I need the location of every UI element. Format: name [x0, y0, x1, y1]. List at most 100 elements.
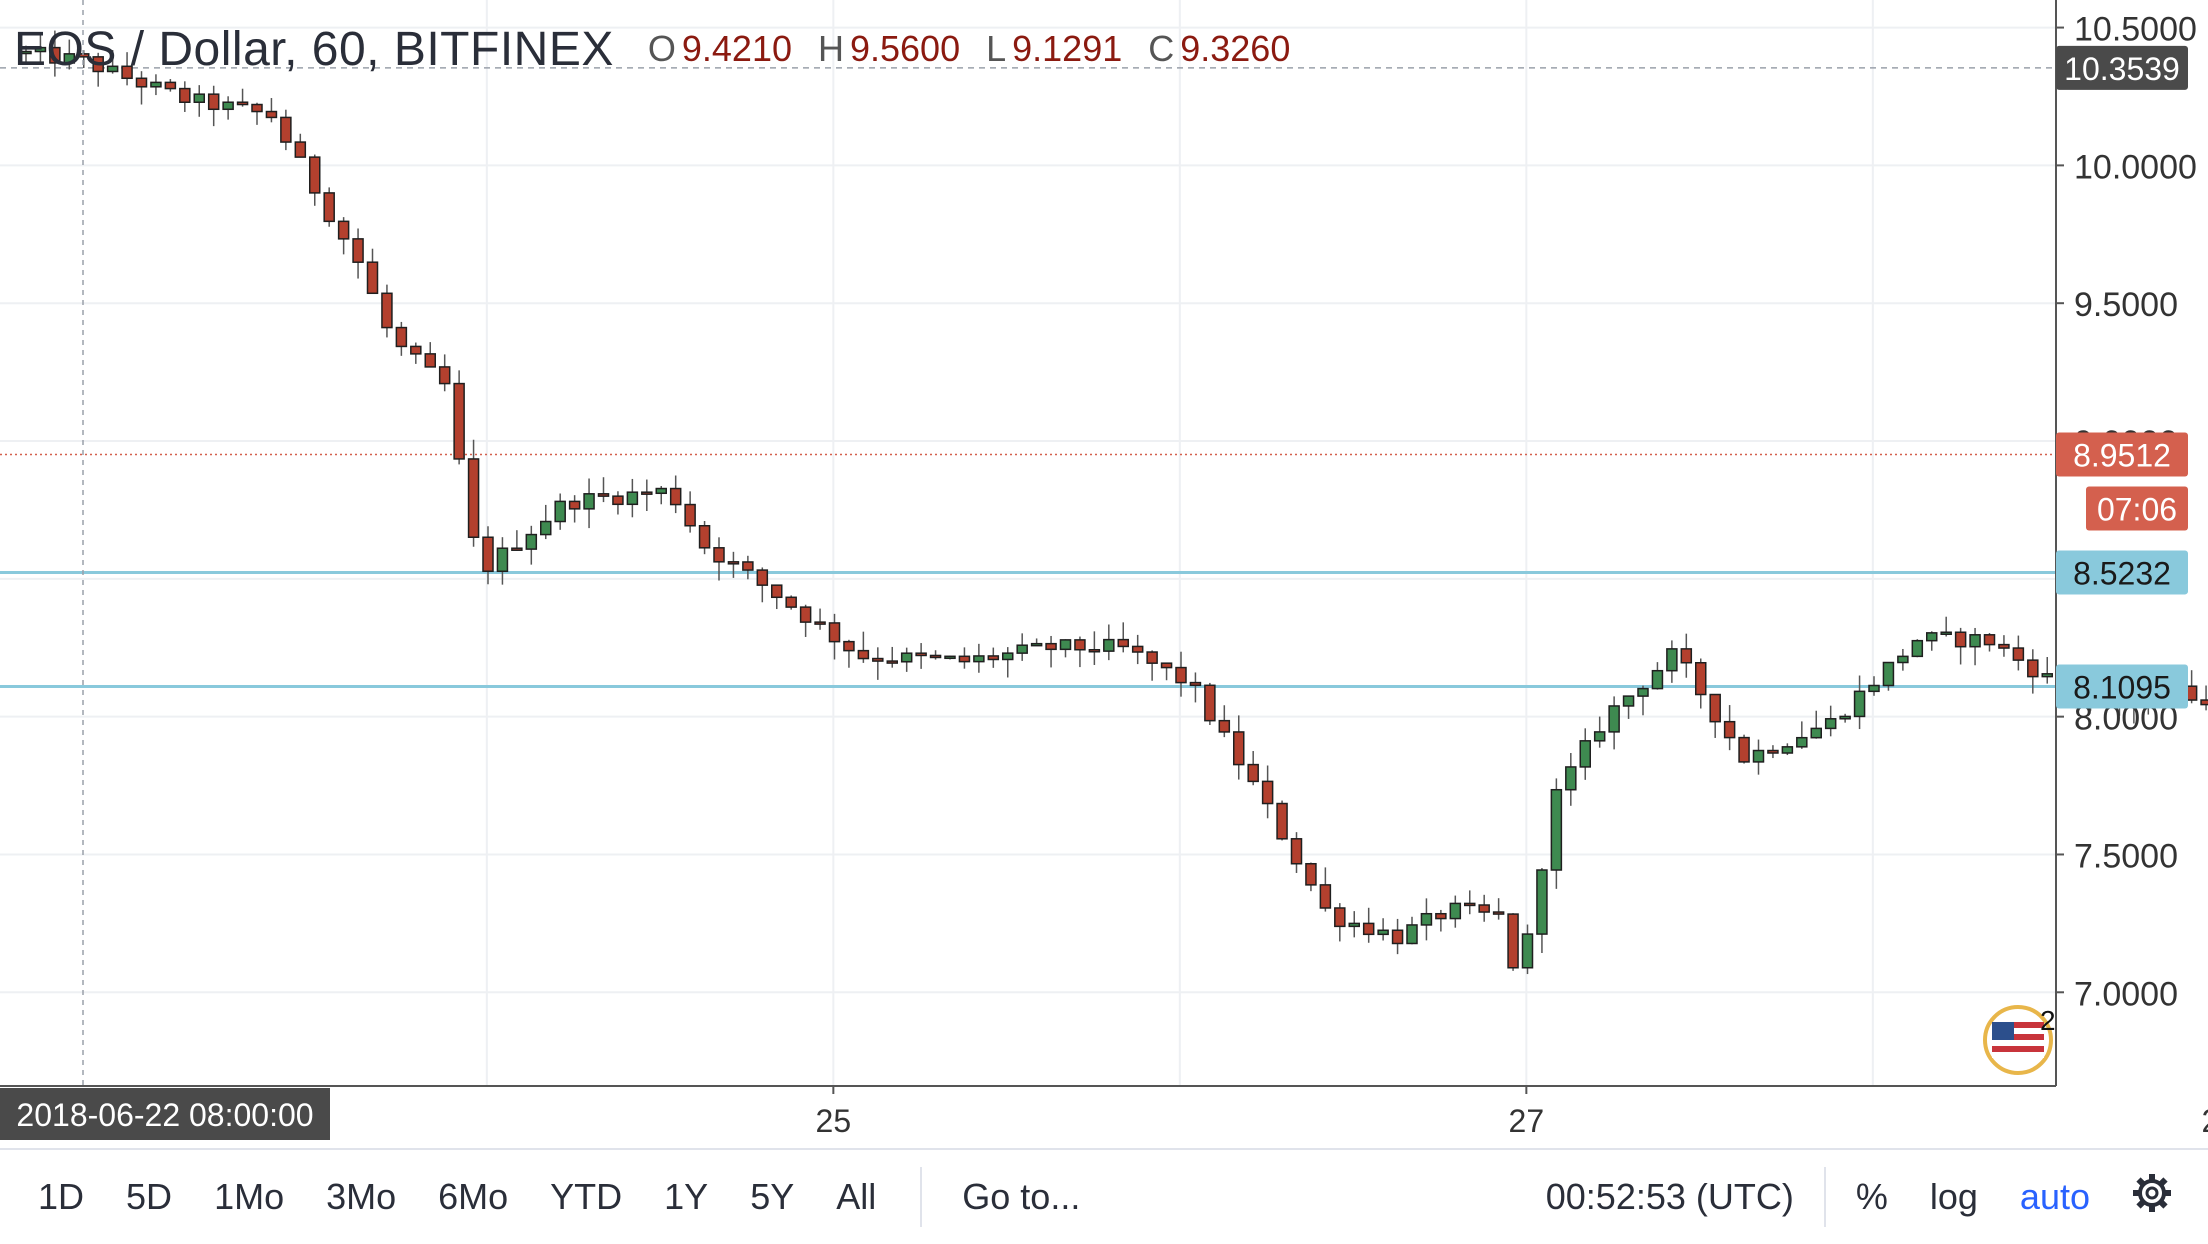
- candle-body-down: [727, 561, 740, 565]
- candle-body-down: [857, 649, 870, 660]
- candle-body-down: [669, 487, 682, 506]
- price-tag: 8.9512: [2056, 432, 2188, 477]
- candle-body-up: [1897, 655, 1909, 664]
- candle: [1622, 695, 1635, 719]
- price-tag: 10.3539: [2056, 45, 2188, 90]
- utc-clock[interactable]: 00:52:53 (UTC): [1545, 1176, 1794, 1217]
- candle-body-up: [1103, 638, 1115, 652]
- range-3mo[interactable]: 3Mo: [326, 1176, 397, 1217]
- candle: [1723, 705, 1736, 751]
- candle-body-down: [309, 156, 321, 194]
- range-1mo[interactable]: 1Mo: [214, 1176, 285, 1217]
- candle-body-down: [1276, 802, 1288, 840]
- candle-body-down: [482, 536, 494, 573]
- candle-body-up: [1666, 648, 1678, 672]
- candle: [1391, 918, 1404, 955]
- range-1d[interactable]: 1D: [38, 1176, 85, 1217]
- candle: [1666, 640, 1678, 683]
- candle-body-up: [1926, 632, 1938, 642]
- candle: [251, 102, 263, 125]
- candle: [1175, 651, 1187, 697]
- ohlc-open-key: O: [647, 28, 676, 69]
- candle: [785, 595, 797, 610]
- candle-body-down: [395, 326, 408, 348]
- candle-body-up: [540, 520, 552, 536]
- candle: [1233, 715, 1245, 780]
- price-tick-label: 10.5000: [2074, 11, 2197, 49]
- price-tick-label: 7.0000: [2074, 975, 2178, 1013]
- price-tag-box: [2056, 550, 2188, 595]
- ohlc-low-key: L: [986, 28, 1007, 69]
- candle: [612, 491, 624, 515]
- candle: [1954, 627, 1967, 665]
- candle-body-down: [1492, 911, 1505, 915]
- price-tag-label: 8.9512: [2073, 437, 2171, 473]
- candle-body-down: [828, 622, 841, 643]
- candle-body-down: [381, 292, 393, 329]
- candle: [1550, 778, 1563, 889]
- price-tick-label: 7.5000: [2074, 837, 2178, 875]
- range-ytd[interactable]: YTD: [550, 1176, 623, 1217]
- candle: [1464, 890, 1476, 915]
- candle: [92, 52, 104, 87]
- goto-button[interactable]: Go to...: [962, 1176, 1081, 1217]
- range-5y[interactable]: 5Y: [750, 1176, 795, 1217]
- bottom-toolbar: 1D 5D 1Mo 3Mo 6Mo YTD 1Y 5Y All Go to...…: [0, 1148, 2208, 1244]
- candle: [1002, 647, 1014, 678]
- candle-body-up: [1406, 924, 1418, 945]
- candle: [1969, 627, 1981, 666]
- candle: [1204, 682, 1216, 725]
- candle-body-down: [1680, 648, 1693, 664]
- candle-body-up: [1030, 642, 1043, 647]
- candle-body-up: [1868, 684, 1880, 693]
- candle-body-up: [150, 81, 162, 88]
- candle-body-down: [1738, 736, 1750, 763]
- candle: [929, 650, 942, 660]
- candle: [1319, 867, 1332, 912]
- candle-body-down: [987, 655, 1000, 661]
- percent-toggle[interactable]: %: [1855, 1176, 1888, 1217]
- candle: [626, 478, 639, 518]
- candle: [1998, 635, 2010, 657]
- candle-body-down: [1391, 929, 1404, 945]
- candle-body-up: [1911, 639, 1924, 658]
- candle: [2185, 670, 2198, 704]
- candle-body-down: [1695, 661, 1707, 696]
- candle: [641, 479, 653, 511]
- candle: [294, 133, 307, 158]
- range-5d[interactable]: 5D: [126, 1176, 173, 1217]
- symbol-title[interactable]: EOS / Dollar, 60, BITFINEX: [14, 22, 614, 76]
- candle: [1810, 710, 1822, 739]
- toolbar-divider-2: [1823, 1167, 1826, 1227]
- candle-body-down: [886, 660, 898, 664]
- candle-body-up: [1637, 687, 1649, 697]
- candle-body-down: [742, 561, 754, 571]
- chart-grid: [0, 0, 2056, 1086]
- auto-toggle[interactable]: auto: [2019, 1176, 2090, 1217]
- flag-badge[interactable]: 2: [1983, 1005, 2056, 1075]
- range-1y[interactable]: 1Y: [664, 1176, 709, 1217]
- candle: [1406, 916, 1418, 945]
- log-toggle[interactable]: log: [1929, 1176, 1978, 1217]
- candle-body-down: [511, 547, 523, 551]
- price-tag-box: [2056, 432, 2188, 477]
- candle: [179, 81, 191, 112]
- gear-icon[interactable]: [2130, 1171, 2174, 1224]
- candle-body-down: [1998, 643, 2010, 649]
- candle: [1507, 913, 1519, 971]
- candle: [1218, 705, 1231, 738]
- candle-body-down: [1478, 904, 1490, 913]
- candle: [684, 491, 696, 533]
- candle: [1290, 832, 1303, 873]
- candle: [1348, 911, 1360, 938]
- toolbar-divider: [920, 1167, 923, 1227]
- candle-body-down: [294, 141, 307, 158]
- price-chart[interactable]: 10.500010.00009.50009.00008.50008.00007.…: [0, 0, 2208, 1148]
- range-all[interactable]: All: [836, 1176, 877, 1217]
- candle: [280, 109, 292, 151]
- candle: [20, 45, 32, 65]
- range-6mo[interactable]: 6Mo: [438, 1176, 509, 1217]
- candle: [1983, 633, 1996, 652]
- candle-body-up: [1536, 869, 1548, 935]
- candle: [713, 537, 725, 581]
